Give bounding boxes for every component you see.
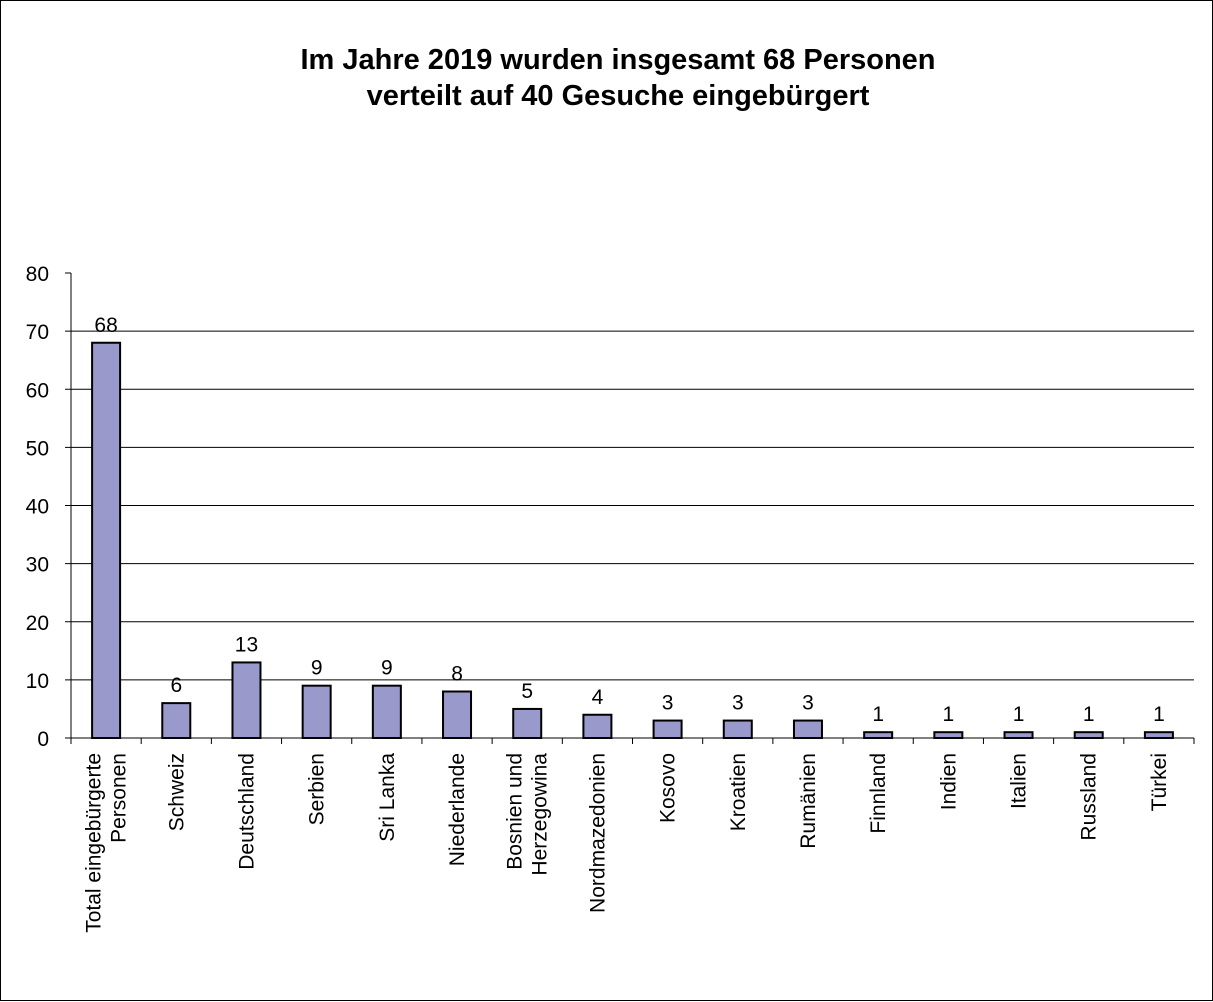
y-tick-label: 40: [26, 496, 49, 519]
category-label: Rumänien: [797, 753, 820, 849]
chart-title-line-2: verteilt auf 40 Gesuche eingebürgert: [367, 80, 870, 112]
data-label: 9: [311, 657, 323, 680]
y-tick-label: 20: [26, 612, 49, 635]
chart-title-line-1: Im Jahre 2019 wurden insgesamt 68 Person…: [300, 44, 935, 76]
category-label: Türkei: [1148, 753, 1171, 811]
category-label: Russland: [1078, 753, 1101, 841]
category-label: Nordmazedonien: [586, 753, 609, 913]
y-tick-label: 80: [26, 263, 49, 286]
y-tick-label: 10: [26, 670, 49, 693]
category-label: Total eingebürgerte: [83, 753, 106, 933]
category-label: Kosovo: [657, 753, 680, 823]
y-tick-label: 60: [26, 379, 49, 402]
y-tick-labels: 0 10 20 30 40 50 60 70 80: [26, 263, 49, 751]
bar: [1073, 731, 1104, 739]
bar: [442, 690, 473, 739]
category-label: Serbien: [306, 753, 329, 825]
bar: [161, 702, 192, 739]
bar: [863, 731, 894, 739]
chart-title: Im Jahre 2019 wurden insgesamt 68 Person…: [300, 44, 935, 112]
data-label: 1: [1153, 703, 1165, 726]
data-label: 4: [592, 686, 604, 709]
data-label: 1: [1013, 703, 1025, 726]
category-label: Italien: [1008, 753, 1031, 809]
bar: [512, 707, 543, 739]
bar: [1003, 731, 1034, 739]
category-label: Indien: [937, 753, 960, 810]
bar: [933, 731, 964, 739]
category-label: Herzegowina: [529, 753, 552, 876]
bar: [582, 713, 613, 739]
data-label: 1: [872, 703, 884, 726]
data-label: 3: [732, 692, 744, 715]
data-label: 6: [170, 674, 182, 697]
bar: [652, 719, 683, 739]
y-tick-label: 50: [26, 437, 49, 460]
category-label: Personen: [108, 753, 131, 843]
data-label: 1: [943, 703, 955, 726]
y-tick-label: 0: [37, 728, 49, 751]
bar: [722, 719, 753, 739]
bar: [231, 661, 262, 739]
category-label: Finnland: [867, 753, 890, 834]
data-label: 13: [235, 633, 258, 656]
category-label: Deutschland: [235, 753, 258, 870]
category-label: Niederlande: [446, 753, 469, 866]
data-labels: 68 6 13 9 9 8 5 4 3 3 3 1 1 1 1 1: [94, 314, 1164, 726]
bars: [91, 341, 1174, 739]
data-label: 5: [521, 680, 533, 703]
data-label: 9: [381, 657, 393, 680]
category-label: Sri Lanka: [376, 753, 399, 842]
category-label: Kroatien: [727, 753, 750, 831]
data-label: 3: [802, 692, 814, 715]
y-tick-label: 30: [26, 554, 49, 577]
category-label: Schweiz: [165, 753, 188, 831]
data-label: 8: [451, 663, 463, 686]
axes: [65, 272, 1195, 744]
bar: [792, 719, 823, 739]
data-label: 68: [94, 314, 117, 337]
bar: [371, 684, 402, 739]
bar: [91, 341, 122, 739]
gridlines: [71, 330, 1194, 681]
category-labels: Total eingebürgerte Personen Schweiz Deutsc…: [83, 753, 1171, 933]
data-label: 1: [1083, 703, 1095, 726]
y-tick-label: 70: [26, 321, 49, 344]
bar: [1143, 731, 1174, 739]
category-label: Bosnien und: [504, 753, 527, 870]
data-label: 3: [662, 692, 674, 715]
bar: [301, 684, 332, 739]
